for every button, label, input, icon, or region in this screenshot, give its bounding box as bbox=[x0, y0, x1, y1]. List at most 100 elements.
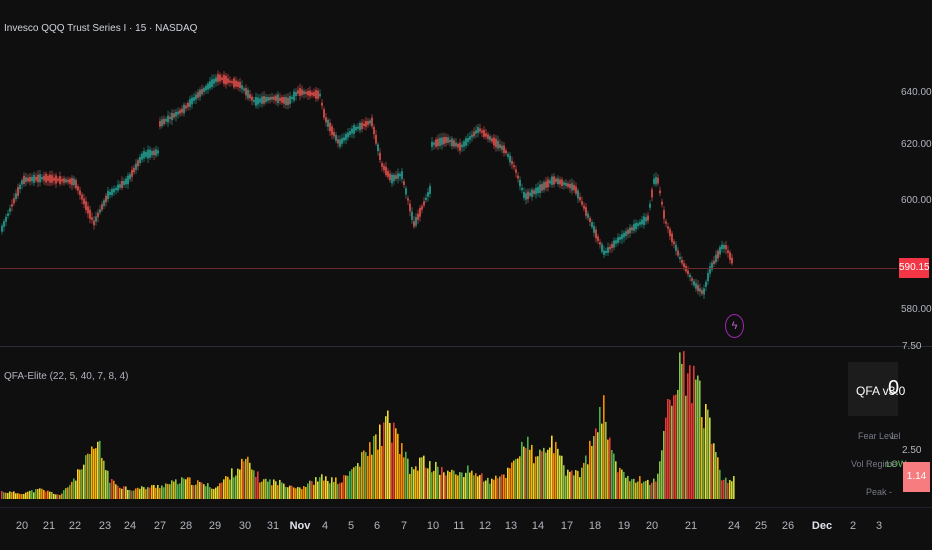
histogram-bar bbox=[629, 481, 631, 499]
candle bbox=[195, 94, 197, 100]
histogram-bar bbox=[593, 436, 595, 499]
histogram-bar bbox=[211, 488, 213, 499]
oscillator-chart[interactable] bbox=[0, 347, 897, 507]
histogram-bar bbox=[415, 466, 417, 499]
candle bbox=[485, 133, 487, 137]
histogram-bar bbox=[33, 492, 35, 499]
histogram-bar bbox=[553, 453, 555, 499]
pane-divider[interactable] bbox=[0, 346, 932, 347]
histogram-bar bbox=[613, 453, 615, 499]
candle bbox=[551, 176, 553, 185]
candle bbox=[509, 155, 511, 163]
candle bbox=[707, 273, 709, 282]
time-axis-label: 30 bbox=[238, 520, 252, 532]
candle bbox=[65, 179, 67, 183]
histogram-bar bbox=[395, 428, 397, 499]
histogram-bar bbox=[485, 480, 487, 499]
histogram-bar bbox=[223, 479, 225, 499]
histogram-bar bbox=[575, 470, 577, 499]
histogram-bar bbox=[441, 467, 443, 499]
candle bbox=[575, 186, 577, 194]
histogram-bar bbox=[103, 460, 105, 499]
candle bbox=[433, 142, 435, 145]
histogram-bar bbox=[687, 373, 689, 499]
candle bbox=[515, 169, 517, 173]
histogram-bar bbox=[145, 489, 147, 499]
candle bbox=[465, 138, 467, 146]
histogram-bar bbox=[99, 440, 101, 499]
candle bbox=[435, 139, 437, 147]
candle bbox=[337, 139, 339, 144]
panel-title: QFA v3.0 bbox=[856, 384, 906, 398]
histogram-bar bbox=[615, 461, 617, 499]
candle bbox=[565, 182, 567, 186]
candle bbox=[203, 87, 205, 92]
candle bbox=[111, 189, 113, 195]
candle bbox=[621, 234, 623, 240]
time-axis-label: 21 bbox=[42, 520, 56, 532]
candle bbox=[275, 95, 277, 102]
histogram-bar bbox=[437, 466, 439, 499]
candle bbox=[131, 169, 133, 177]
indicator-label[interactable]: QFA-Elite (22, 5, 40, 7, 8, 4) bbox=[4, 371, 129, 382]
candle bbox=[601, 244, 603, 252]
histogram-bar bbox=[579, 477, 581, 499]
candle bbox=[173, 113, 175, 118]
lightning-bolt-icon[interactable]: ϟ bbox=[725, 314, 744, 338]
histogram-bar bbox=[685, 395, 687, 499]
histogram-bar bbox=[183, 478, 185, 499]
candle bbox=[493, 137, 495, 146]
candle bbox=[597, 236, 599, 241]
candle bbox=[673, 241, 675, 245]
candle bbox=[631, 227, 633, 231]
candle bbox=[157, 150, 159, 154]
candle bbox=[23, 175, 25, 184]
histogram-bar bbox=[237, 468, 239, 499]
histogram-bar bbox=[235, 475, 237, 499]
candle bbox=[87, 206, 89, 214]
histogram-bar bbox=[731, 481, 733, 499]
candle bbox=[289, 95, 291, 105]
candle bbox=[651, 189, 653, 198]
histogram-bar bbox=[373, 435, 375, 499]
histogram-bar bbox=[401, 443, 403, 499]
candle bbox=[273, 96, 275, 100]
histogram-bar bbox=[635, 482, 637, 499]
candle bbox=[277, 94, 279, 104]
histogram-bar bbox=[85, 455, 87, 499]
histogram-bar bbox=[253, 470, 255, 499]
histogram-bar bbox=[617, 472, 619, 499]
histogram-bar bbox=[57, 494, 59, 499]
histogram-bar bbox=[499, 476, 501, 499]
candle bbox=[301, 89, 303, 96]
candle bbox=[11, 204, 13, 207]
histogram-bar bbox=[51, 491, 53, 499]
histogram-bar bbox=[535, 456, 537, 499]
histogram-bar bbox=[405, 451, 407, 499]
histogram-bar bbox=[487, 477, 489, 499]
histogram-bar bbox=[225, 476, 227, 499]
candle bbox=[47, 175, 49, 181]
histogram-bar bbox=[189, 477, 191, 499]
time-axis-label: 10 bbox=[426, 520, 440, 532]
candle bbox=[455, 142, 457, 147]
candle bbox=[321, 102, 323, 106]
histogram-bar bbox=[49, 491, 51, 499]
histogram-bar bbox=[313, 484, 315, 499]
price-chart[interactable] bbox=[0, 0, 897, 346]
histogram-bar bbox=[325, 476, 327, 499]
candle bbox=[155, 149, 157, 156]
candle bbox=[181, 108, 183, 113]
histogram-bar bbox=[595, 428, 597, 499]
histogram-bar bbox=[301, 489, 303, 499]
histogram-bar bbox=[147, 487, 149, 499]
candle bbox=[39, 174, 41, 183]
histogram-bar bbox=[417, 470, 419, 499]
candle bbox=[443, 137, 445, 145]
histogram-bar bbox=[551, 435, 553, 499]
candle bbox=[205, 86, 207, 91]
histogram-bar bbox=[689, 365, 691, 499]
time-axis-label: 31 bbox=[266, 520, 280, 532]
histogram-bar bbox=[673, 395, 675, 499]
histogram-bar bbox=[245, 458, 247, 499]
